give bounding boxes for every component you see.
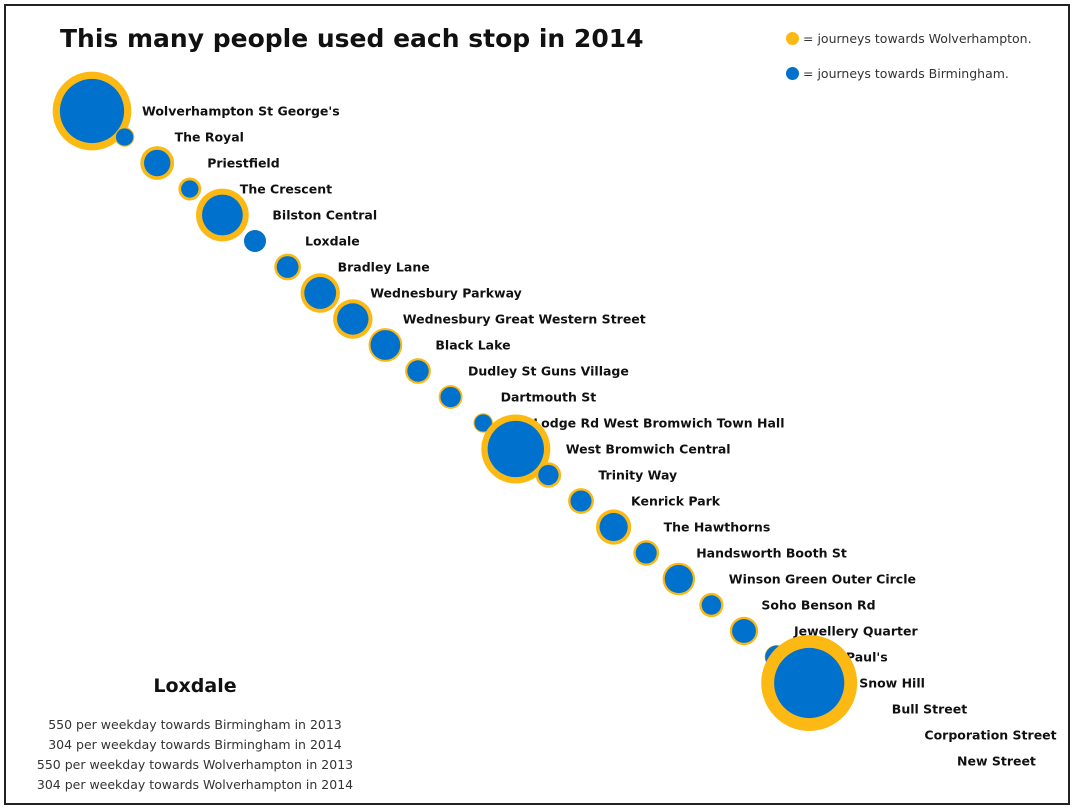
stop-label: The Royal (175, 130, 244, 145)
stop-winson-green-outer-circle[interactable]: Winson Green Outer Circle (662, 562, 916, 596)
birmingham-circle[interactable] (774, 647, 845, 719)
detail-line: 304 per weekday towards Wolverhampton in… (36, 777, 354, 792)
stop-label: Bilston Central (272, 208, 377, 223)
stop-label: Loxdale (305, 234, 360, 249)
stop-dartmouth-st[interactable]: Dartmouth St (438, 385, 597, 409)
stop-label: The Crescent (240, 182, 332, 197)
stop-snow-hill[interactable]: Snow Hill (761, 635, 925, 731)
birmingham-circle[interactable] (181, 180, 199, 198)
stop-label: Wednesbury Great Western Street (403, 312, 646, 327)
stop-label: Wednesbury Parkway (370, 286, 522, 301)
birmingham-circle[interactable] (59, 78, 125, 144)
stop-label: Bull Street (892, 702, 967, 717)
detail-line: 550 per weekday towards Birmingham in 20… (48, 717, 342, 732)
stop-jewellery-quarter[interactable]: Jewellery Quarter (729, 616, 919, 646)
stop-bull-street[interactable]: Bull Street (892, 702, 967, 717)
stop-black-lake[interactable]: Black Lake (368, 328, 511, 362)
stop-label: Winson Green Outer Circle (729, 572, 916, 587)
stop-the-royal[interactable]: The Royal (114, 127, 244, 147)
detail-stop-name: Loxdale (153, 675, 237, 697)
stop-kenrick-park[interactable]: Kenrick Park (568, 488, 721, 514)
birmingham-circle[interactable] (370, 330, 401, 360)
stop-the-hawthorns[interactable]: The Hawthorns (596, 509, 771, 545)
legend-dot-wolverhampton (786, 32, 799, 45)
birmingham-circle[interactable] (599, 512, 628, 542)
detail-line: 550 per weekday towards Wolverhampton in… (36, 757, 354, 772)
stop-west-bromwich-central[interactable]: West Bromwich Central (481, 414, 731, 484)
stop-label: Priestfield (207, 156, 279, 171)
stop-wednesbury-parkway[interactable]: Wednesbury Parkway (300, 273, 522, 313)
stop-label: Bradley Lane (338, 260, 430, 275)
legend-label-wolverhampton: = journeys towards Wolverhampton. (803, 31, 1032, 46)
birmingham-circle[interactable] (115, 128, 134, 146)
stop-label: Snow Hill (859, 676, 925, 691)
stop-label: Jewellery Quarter (793, 624, 918, 639)
chart-frame (4, 4, 1070, 805)
stop-label: Soho Benson Rd (761, 598, 875, 613)
birmingham-circle[interactable] (201, 194, 243, 236)
birmingham-circle[interactable] (337, 303, 369, 335)
birmingham-circle[interactable] (487, 420, 544, 478)
stop-loxdale[interactable]: Loxdale (244, 230, 360, 252)
legend-label-birmingham: = journeys towards Birmingham. (803, 66, 1009, 81)
stop-bilston-central[interactable]: Bilston Central (196, 188, 377, 242)
stop-label: Black Lake (435, 338, 510, 353)
stop-label: Corporation Street (924, 728, 1056, 743)
stop-corporation-street[interactable]: Corporation Street (924, 728, 1056, 743)
stop-new-street[interactable]: New Street (957, 754, 1036, 769)
legend-dot-birmingham (786, 67, 799, 80)
birmingham-circle[interactable] (701, 595, 722, 615)
stop-label: Kenrick Park (631, 494, 721, 509)
birmingham-circle[interactable] (570, 490, 592, 512)
stop-label: Wolverhampton St George's (142, 104, 340, 119)
stop-priestfield[interactable]: Priestfield (140, 146, 280, 180)
stop-lodge-rd-west-bromwich-town-hall[interactable]: Lodge Rd West Bromwich Town Hall (473, 413, 785, 433)
birmingham-circle[interactable] (407, 360, 429, 382)
legend-item-wolverhampton: = journeys towards Wolverhampton. (786, 31, 1032, 46)
stop-label: Lodge Rd West Bromwich Town Hall (533, 416, 784, 431)
birmingham-circle[interactable] (474, 414, 492, 432)
birmingham-circle[interactable] (664, 564, 693, 594)
birmingham-circle[interactable] (440, 386, 461, 408)
stop-soho-benson-rd[interactable]: Soho Benson Rd (699, 592, 876, 618)
stop-handsworth-booth-st[interactable]: Handsworth Booth St (633, 540, 847, 566)
stop-bradley-lane[interactable]: Bradley Lane (274, 253, 430, 281)
stop-label: West Bromwich Central (566, 442, 731, 457)
stop-label: The Hawthorns (664, 520, 771, 535)
birmingham-circle[interactable] (635, 542, 657, 564)
stop-wolverhampton-st-george-s[interactable]: Wolverhampton St George's (52, 71, 340, 151)
stop-label: New Street (957, 754, 1036, 769)
stop-wednesbury-great-western-street[interactable]: Wednesbury Great Western Street (333, 299, 646, 339)
stop-label: Dartmouth St (501, 390, 597, 405)
birmingham-circle[interactable] (244, 230, 266, 252)
stop-label: Trinity Way (598, 468, 677, 483)
stop-trinity-way[interactable]: Trinity Way (535, 462, 678, 488)
chart-title: This many people used each stop in 2014 (60, 24, 644, 53)
stop-label: Dudley St Guns Village (468, 364, 629, 379)
stop-dudley-st-guns-village[interactable]: Dudley St Guns Village (405, 358, 629, 384)
detail-line: 304 per weekday towards Birmingham in 20… (48, 737, 342, 752)
birmingham-circle[interactable] (538, 464, 559, 486)
birmingham-circle[interactable] (732, 619, 756, 643)
stop-label: Handsworth Booth St (696, 546, 847, 561)
birmingham-circle[interactable] (304, 277, 337, 309)
stop-the-crescent[interactable]: The Crescent (178, 177, 332, 201)
legend-item-birmingham: = journeys towards Birmingham. (786, 66, 1009, 81)
birmingham-circle[interactable] (276, 256, 299, 278)
birmingham-circle[interactable] (143, 149, 171, 177)
